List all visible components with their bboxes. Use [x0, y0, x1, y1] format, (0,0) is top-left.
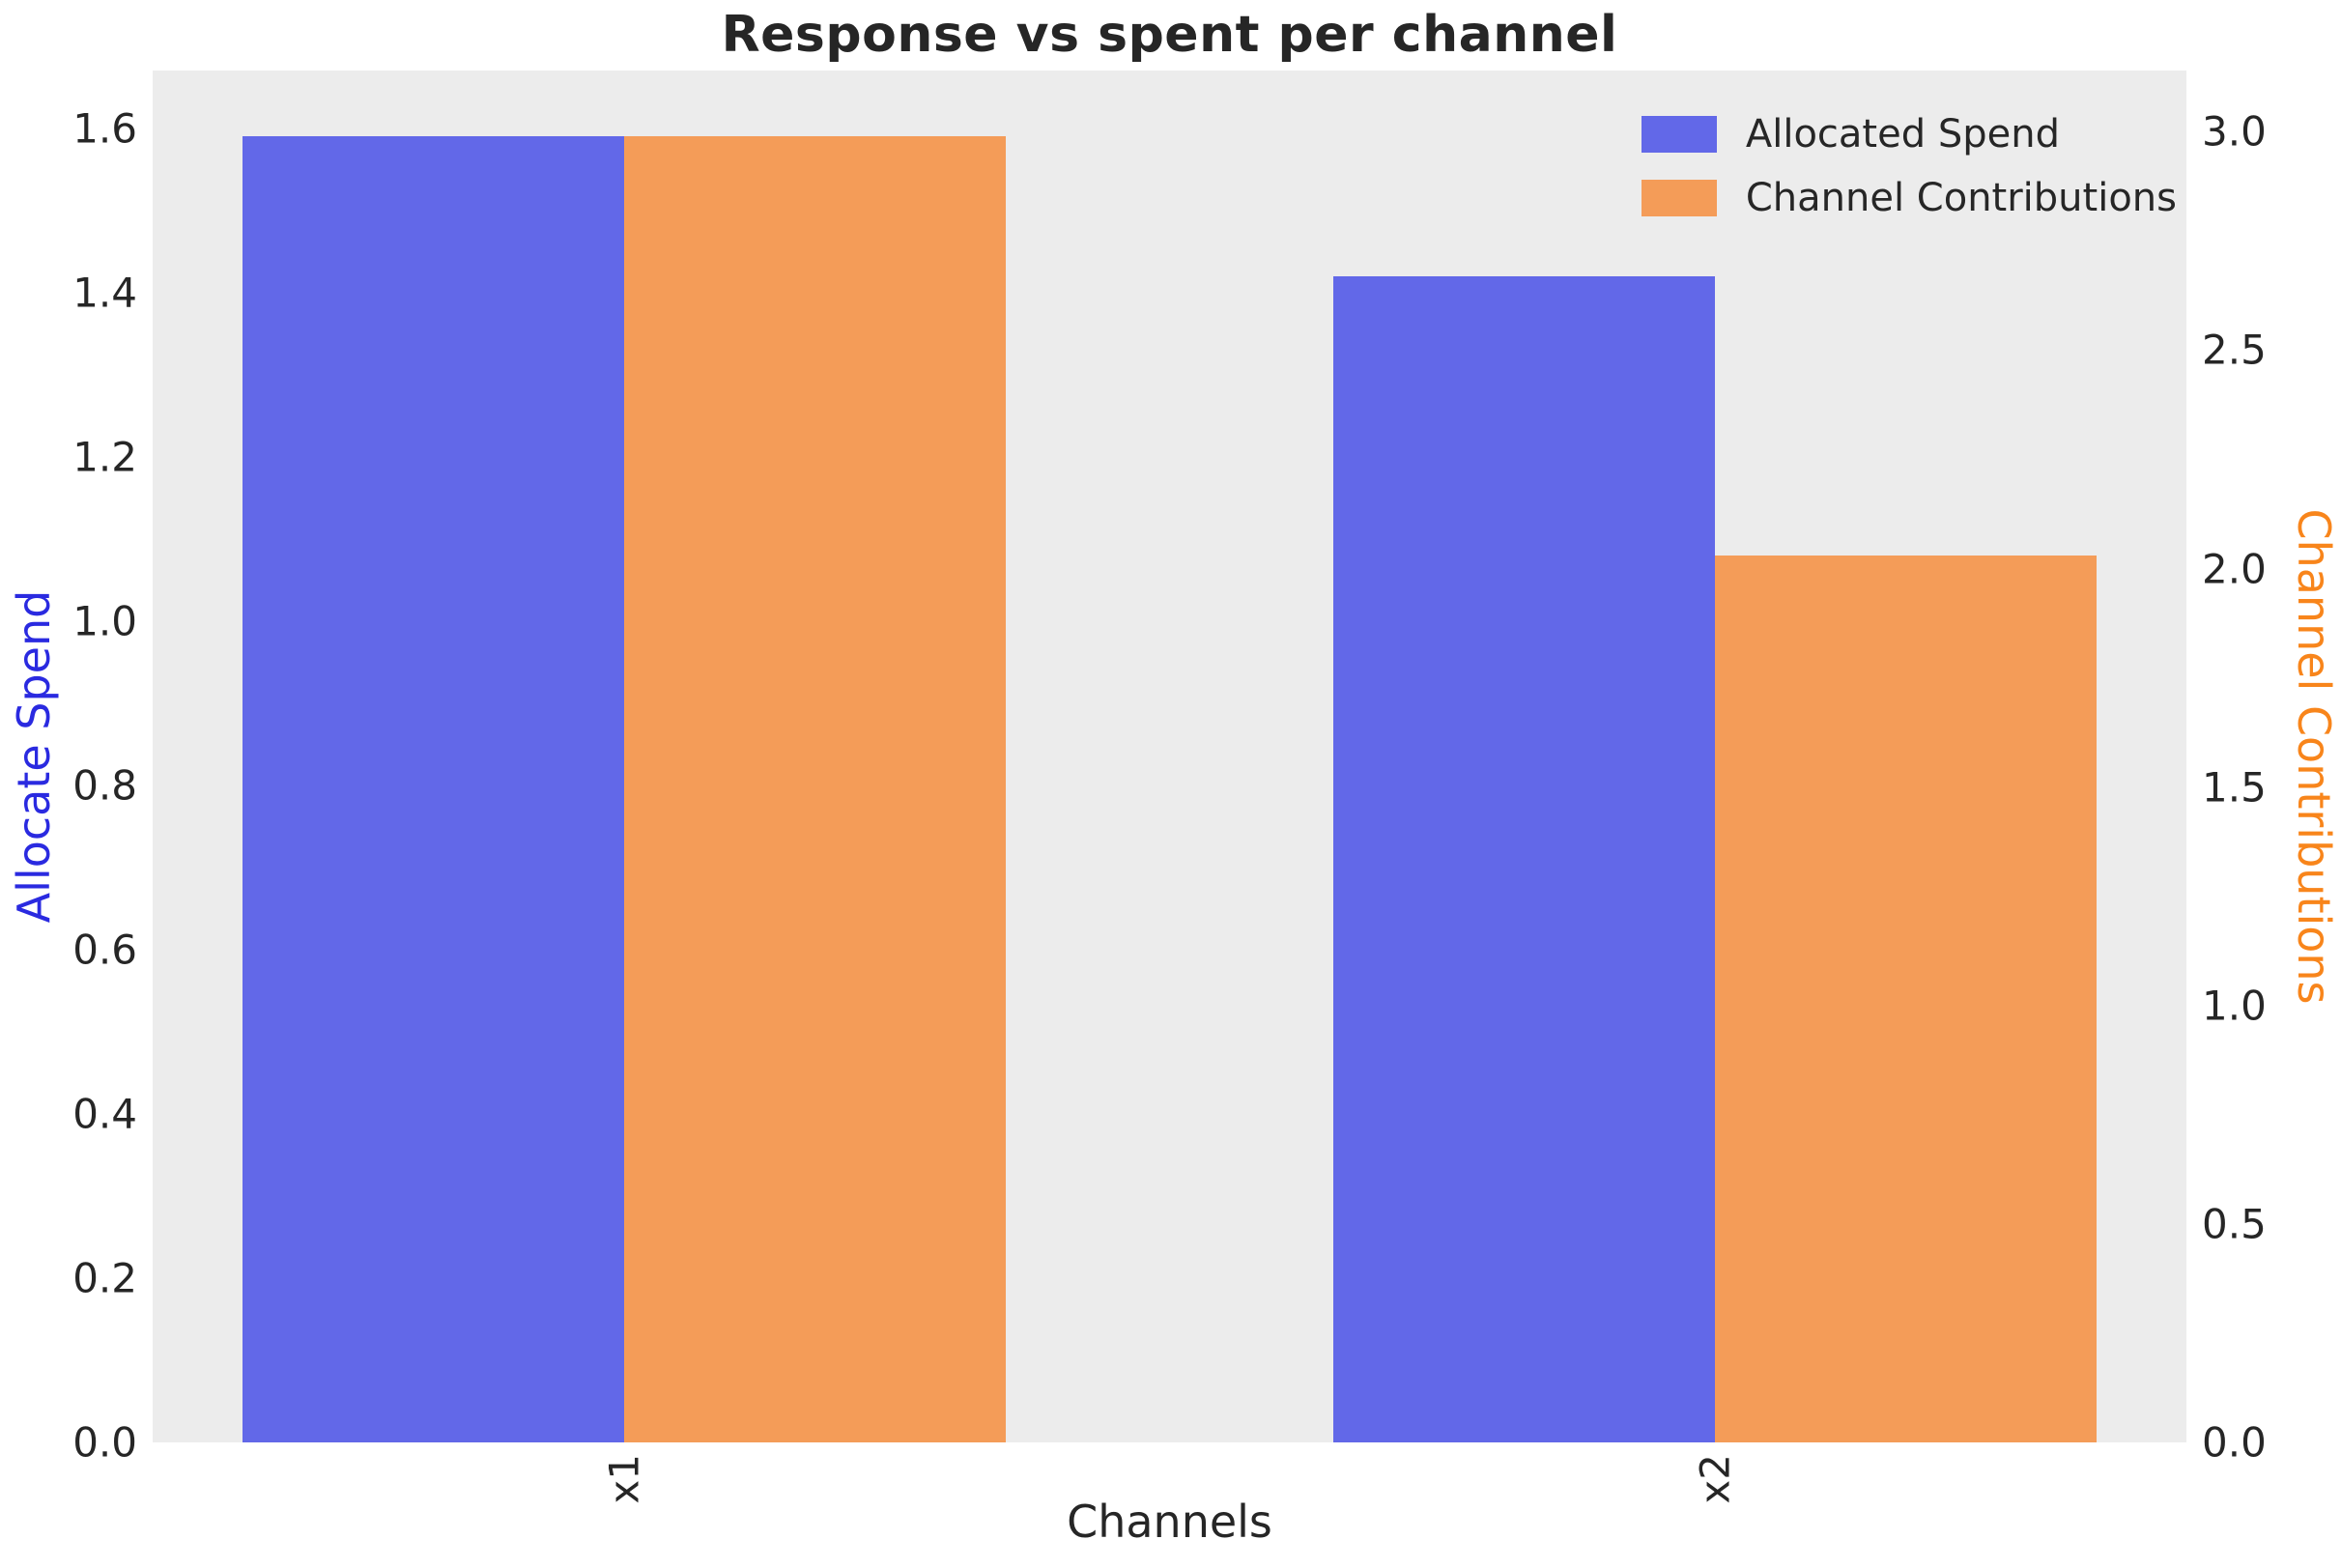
y-left-tick-1.0: 1.0 — [72, 597, 137, 645]
bar-channel-contributions-x1 — [624, 135, 1007, 1442]
bar-channel-contributions-x2 — [1714, 555, 2097, 1442]
y-left-tick-1.6: 1.6 — [72, 104, 137, 153]
legend-swatch-channel-contributions — [1641, 180, 1717, 216]
y-right-tick-2.0: 2.0 — [2202, 545, 2267, 593]
y-axis-label-left: Allocate Spend — [8, 589, 60, 924]
y-left-tick-1.2: 1.2 — [72, 433, 137, 481]
chart-title: Response vs spent per channel — [721, 6, 1618, 64]
y-right-tick-0.0: 0.0 — [2202, 1418, 2267, 1467]
y-axis-label-right: Channel Contributions — [2288, 508, 2340, 1005]
y-right-tick-3.0: 3.0 — [2202, 107, 2267, 156]
legend-item-allocated-spend: Allocated Spend — [1641, 112, 2177, 157]
bar-allocated-spend-x1 — [243, 136, 625, 1442]
legend-label-allocated-spend: Allocated Spend — [1745, 112, 2060, 157]
legend-label-channel-contributions: Channel Contributions — [1745, 176, 2177, 220]
y-left-tick-1.4: 1.4 — [72, 269, 137, 317]
legend-item-channel-contributions: Channel Contributions — [1641, 176, 2177, 220]
y-right-tick-0.5: 0.5 — [2202, 1200, 2267, 1248]
y-right-tick-1.0: 1.0 — [2202, 982, 2267, 1030]
y-left-tick-0.6: 0.6 — [72, 926, 137, 974]
legend-swatch-allocated-spend — [1641, 116, 1717, 153]
y-right-tick-2.5: 2.5 — [2202, 326, 2267, 374]
y-left-tick-0.4: 0.4 — [72, 1090, 137, 1138]
y-left-tick-0.0: 0.0 — [72, 1418, 137, 1467]
legend: Allocated Spend Channel Contributions — [1641, 112, 2177, 220]
y-left-tick-0.8: 0.8 — [72, 761, 137, 810]
plot-area — [153, 71, 2186, 1442]
bar-allocated-spend-x2 — [1332, 275, 1715, 1442]
y-left-tick-0.2: 0.2 — [72, 1254, 137, 1302]
y-right-tick-1.5: 1.5 — [2202, 763, 2267, 812]
x-axis-label: Channels — [1067, 1496, 1272, 1548]
